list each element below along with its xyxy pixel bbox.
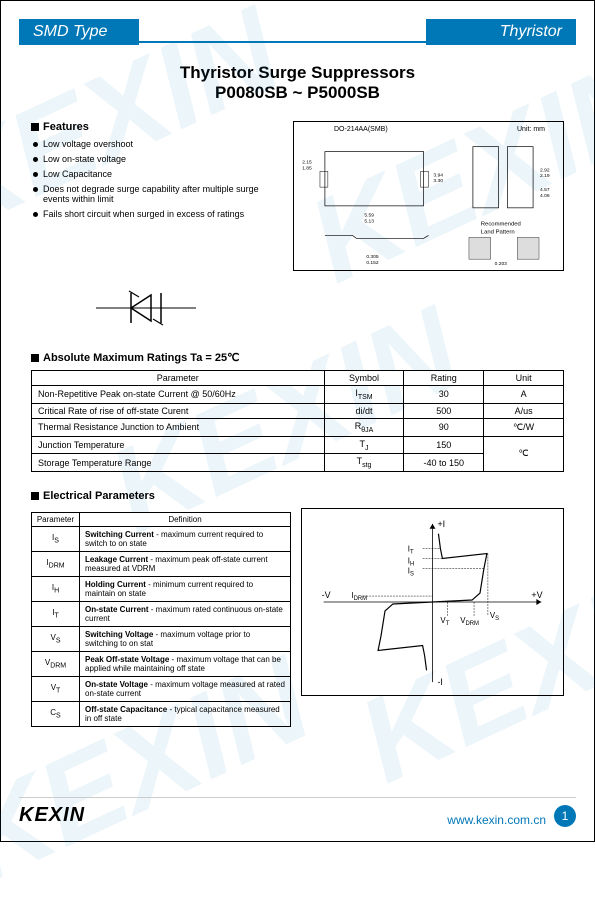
electrical-heading-text: Electrical Parameters	[43, 490, 155, 502]
svg-text:+I: +I	[437, 519, 445, 529]
iv-characteristic-graph: +V -V +I -I IT IH IS IDRM VT VDRM VS	[301, 508, 564, 696]
title-line2: P0080SB ~ P5000SB	[1, 83, 594, 103]
header-bar: SMD Type Thyristor	[19, 19, 576, 45]
electrical-heading: Electrical Parameters	[31, 490, 564, 502]
footprint-label: Recommended	[481, 222, 521, 228]
svg-text:0.203: 0.203	[495, 261, 508, 267]
col-definition: Definition	[80, 513, 291, 527]
ratings-table: Parameter Symbol Rating Unit Non-Repetit…	[31, 370, 564, 472]
ratings-heading-text: Absolute Maximum Ratings Ta = 25℃	[43, 351, 239, 364]
col-symbol: Symbol	[324, 371, 404, 386]
svg-text:3.30: 3.30	[433, 178, 443, 184]
features-section: Features Low voltage overshoot Low on-st…	[31, 121, 281, 271]
svg-text:5.59: 5.59	[364, 213, 374, 219]
table-row: IHHolding Current - minimum current requ…	[32, 577, 291, 602]
table-header-row: Parameter Definition	[32, 513, 291, 527]
bullet-icon	[33, 212, 38, 217]
svg-text:0.152: 0.152	[366, 260, 379, 266]
package-dimensions-diagram: DO-214AA(SMB) Unit: mm 2.15 1.85 5.59 5.…	[293, 121, 564, 271]
svg-text:4.57: 4.57	[540, 187, 550, 193]
table-row: ISSwitching Current - maximum current re…	[32, 527, 291, 552]
svg-text:+V: +V	[531, 590, 542, 600]
feature-text: Low voltage overshoot	[43, 139, 133, 149]
svg-text:IS: IS	[408, 566, 414, 577]
svg-text:Land Pattern: Land Pattern	[481, 229, 515, 235]
table-row: VTOn-state Voltage - maximum voltage mea…	[32, 677, 291, 702]
unit-label: Unit: mm	[517, 126, 545, 133]
svg-text:2.15: 2.15	[302, 159, 312, 165]
features-list: Low voltage overshoot Low on-state volta…	[33, 139, 281, 219]
bullet-icon	[33, 157, 38, 162]
feature-text: Low on-state voltage	[43, 154, 126, 164]
electrical-params-table: Parameter Definition ISSwitching Current…	[31, 508, 291, 727]
svg-text:2.19: 2.19	[540, 173, 550, 179]
square-bullet-icon	[31, 354, 39, 362]
bullet-icon	[33, 142, 38, 147]
table-row: Non-Repetitive Peak on-state Current @ 5…	[32, 386, 564, 404]
schematic-symbol	[91, 283, 201, 333]
package-label: DO-214AA(SMB)	[334, 126, 388, 133]
svg-text:-I: -I	[437, 677, 442, 687]
ratings-heading: Absolute Maximum Ratings Ta = 25℃	[31, 351, 564, 364]
svg-text:VDRM: VDRM	[460, 616, 479, 627]
table-row: ITOn-state Current - maximum rated conti…	[32, 602, 291, 627]
list-item: Fails short circuit when surged in exces…	[33, 209, 281, 219]
svg-text:0.305: 0.305	[366, 254, 379, 260]
table-row: Junction TemperatureTJ150℃	[32, 436, 564, 454]
svg-text:2.92: 2.92	[540, 167, 550, 173]
col-rating: Rating	[404, 371, 484, 386]
svg-text:IDRM: IDRM	[351, 591, 367, 602]
dimension-drawing: 2.15 1.85 5.59 5.13 3.94 3.30 2.92 2.19 …	[294, 122, 563, 270]
features-heading-text: Features	[43, 121, 89, 133]
svg-text:1.85: 1.85	[302, 165, 312, 171]
list-item: Low voltage overshoot	[33, 139, 281, 149]
feature-text: Does not degrade surge capability after …	[43, 184, 281, 204]
table-header-row: Parameter Symbol Rating Unit	[32, 371, 564, 386]
brand-logo: KEXIN	[19, 804, 85, 827]
feature-text: Low Capacitance	[43, 169, 112, 179]
square-bullet-icon	[31, 123, 39, 131]
bullet-icon	[33, 187, 38, 192]
svg-text:-V: -V	[322, 590, 331, 600]
col-parameter: Parameter	[32, 513, 80, 527]
features-heading: Features	[31, 121, 281, 133]
col-unit: Unit	[484, 371, 564, 386]
footer-url: www.kexin.com.cn	[85, 813, 546, 827]
bullet-icon	[33, 172, 38, 177]
svg-text:4.06: 4.06	[540, 193, 550, 199]
footer: KEXIN www.kexin.com.cn 1	[19, 797, 576, 827]
col-parameter: Parameter	[32, 371, 325, 386]
table-row: IDRMLeakage Current - maximum peak off-s…	[32, 552, 291, 577]
page-number: 1	[554, 805, 576, 827]
svg-text:3.94: 3.94	[433, 172, 443, 178]
table-row: VDRMPeak Off-state Voltage - maximum vol…	[32, 652, 291, 677]
svg-text:VS: VS	[490, 611, 499, 622]
table-row: Critical Rate of rise of off-state Curen…	[32, 403, 564, 418]
table-row: VSSwitching Voltage - maximum voltage pr…	[32, 627, 291, 652]
header-category-right: Thyristor	[426, 19, 576, 45]
title-line1: Thyristor Surge Suppressors	[1, 63, 594, 83]
table-row: Thermal Resistance Junction to AmbientRθ…	[32, 418, 564, 436]
square-bullet-icon	[31, 492, 39, 500]
table-row: CSOff-state Capacitance - typical capaci…	[32, 702, 291, 727]
list-item: Does not degrade surge capability after …	[33, 184, 281, 204]
header-divider	[139, 19, 426, 43]
feature-text: Fails short circuit when surged in exces…	[43, 209, 244, 219]
svg-text:5.13: 5.13	[364, 219, 374, 225]
page-title: Thyristor Surge Suppressors P0080SB ~ P5…	[1, 63, 594, 103]
list-item: Low Capacitance	[33, 169, 281, 179]
svg-text:VT: VT	[440, 616, 449, 627]
svg-text:IT: IT	[408, 545, 414, 556]
header-category-left: SMD Type	[19, 19, 139, 45]
list-item: Low on-state voltage	[33, 154, 281, 164]
